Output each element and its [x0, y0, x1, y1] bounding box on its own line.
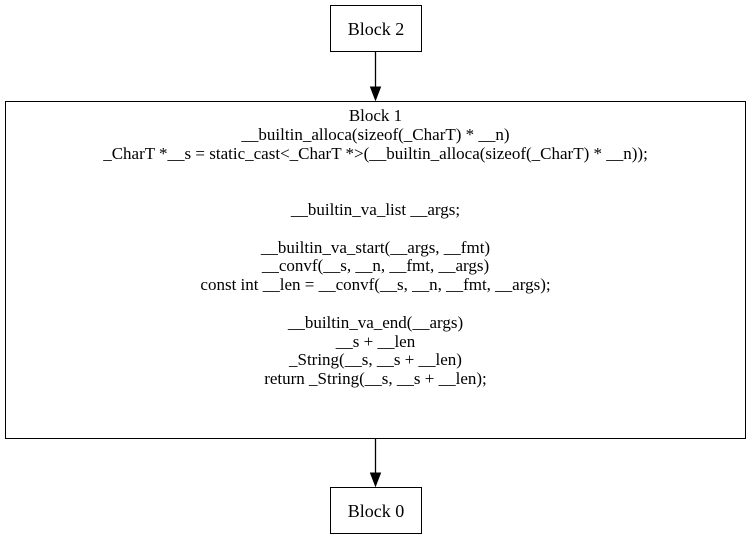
node-label: Block 0	[347, 500, 405, 521]
node-block-1: Block 1 __builtin_alloca(sizeof(_CharT) …	[5, 101, 746, 439]
node-block-2: Block 2	[330, 5, 422, 52]
arrowhead-icon	[369, 472, 382, 488]
arrowhead-icon	[369, 86, 382, 102]
edge-block2-to-block1	[369, 52, 382, 102]
node-title: Block 1	[348, 106, 403, 125]
node-block-0: Block 0	[330, 487, 422, 534]
code-line: __builtin_va_list __args;	[290, 199, 461, 219]
code-line: __s + __len	[335, 331, 416, 351]
code-line: __builtin_va_start(__args, __fmt)	[260, 237, 491, 257]
code-line: _CharT *__s = static_cast<_CharT *>(__bu…	[103, 143, 648, 163]
code-line: return _String(__s, __s + __len);	[264, 369, 487, 389]
node-code-lines: Block 1 __builtin_alloca(sizeof(_CharT) …	[6, 106, 745, 389]
code-line: __convf(__s, __n, __fmt, __args)	[261, 256, 490, 276]
edge-block1-to-block0	[369, 439, 382, 488]
code-line: __builtin_alloca(sizeof(_CharT) * __n)	[241, 124, 510, 144]
code-line: __builtin_va_end(__args)	[287, 312, 464, 332]
code-line: _String(__s, __s + __len)	[289, 350, 462, 370]
code-line: const int __len = __convf(__s, __n, __fm…	[200, 275, 551, 295]
node-label: Block 2	[347, 18, 405, 39]
